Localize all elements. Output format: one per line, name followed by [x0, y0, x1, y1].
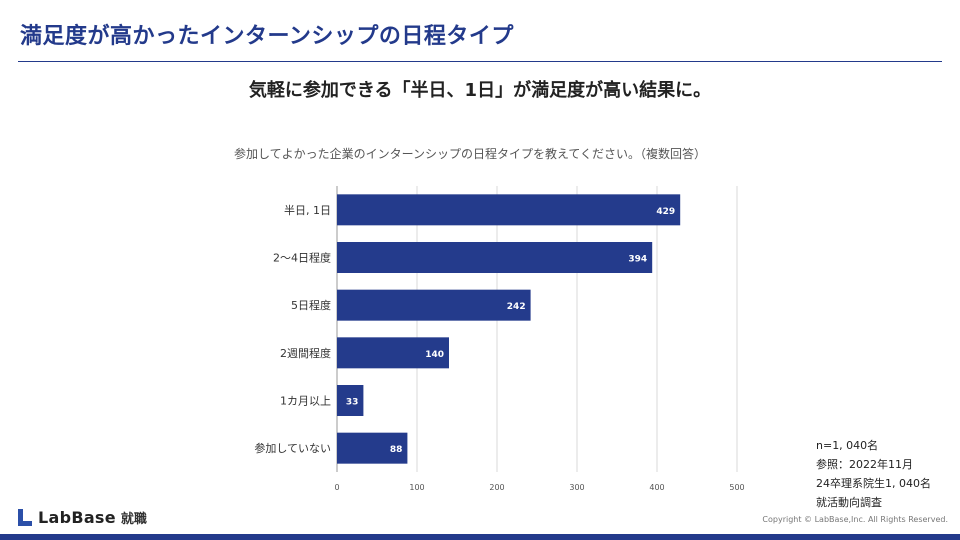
data-label: 429 — [656, 207, 675, 217]
logo-name: LabBase — [38, 507, 116, 527]
x-tick-label: 200 — [489, 483, 504, 492]
bottom-accent-bar — [0, 534, 960, 540]
data-label: 88 — [390, 445, 403, 455]
chart-title: 参加してよかった企業のインターンシップの日程タイプを教えてください。（複数回答） — [233, 147, 707, 161]
labbase-logo-icon — [18, 508, 32, 526]
x-tick-label: 100 — [409, 483, 424, 492]
x-tick-label: 500 — [729, 483, 744, 492]
category-label: 5日程度 — [291, 298, 331, 312]
data-label: 242 — [507, 302, 526, 312]
note-population: 24卒理系院生1, 040名 — [816, 477, 931, 490]
category-label: 参加していない — [254, 441, 331, 455]
x-tick-label: 400 — [649, 483, 664, 492]
category-label: 2〜4日程度 — [273, 251, 331, 265]
note-survey-name: 就活動向調査 — [816, 496, 882, 509]
bar — [337, 385, 364, 416]
survey-notes: n=1, 040名 参照：2022年11月 24卒理系院生1, 040名 就活動… — [816, 436, 931, 512]
x-tick-label: 300 — [569, 483, 584, 492]
bar — [337, 289, 531, 321]
page-subtitle: 気軽に参加できる「半日、1日」が満足度が高い結果に。 — [248, 80, 712, 101]
data-label: 140 — [425, 350, 444, 360]
category-label: 半日, 1日 — [284, 203, 331, 217]
bar — [337, 194, 681, 226]
category-label: 1カ月以上 — [280, 395, 331, 408]
bar — [337, 242, 653, 273]
logo-suffix: 就職 — [120, 511, 147, 527]
category-label: 2週間程度 — [280, 346, 331, 360]
copyright-notice: Copyright © LabBase,Inc. All Rights Rese… — [762, 515, 948, 524]
x-tick-label: 0 — [334, 483, 339, 492]
bar — [337, 337, 449, 369]
data-label: 394 — [628, 255, 647, 265]
note-sample-size: n=1, 040名 — [816, 439, 879, 452]
page-title: 満足度が高かったインターンシップの日程タイプ — [20, 24, 514, 49]
labbase-logo: LabBase 就職 — [18, 507, 147, 527]
data-label: 33 — [346, 398, 359, 408]
note-reference-date: 参照：2022年11月 — [816, 458, 913, 471]
bar — [337, 432, 408, 464]
title-divider — [18, 61, 942, 62]
